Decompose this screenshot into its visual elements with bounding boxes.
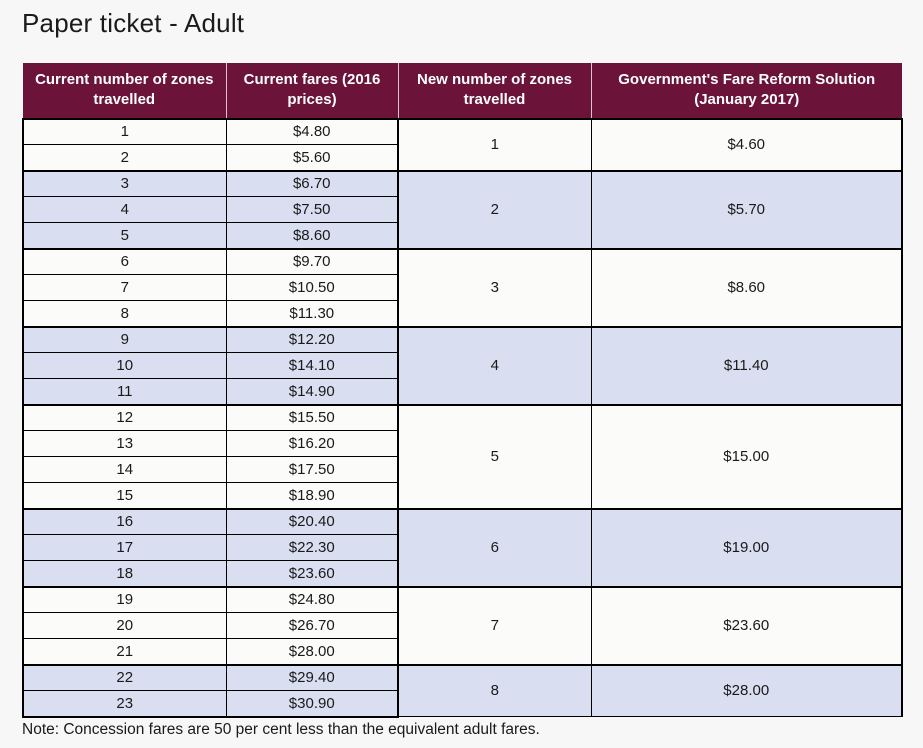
current-fare-cell: $10.50: [225, 274, 399, 301]
current-zone-cell: 13: [22, 430, 227, 457]
current-zone-cell: 20: [22, 612, 227, 639]
current-zone-cell: 1: [22, 117, 227, 145]
column-header-current-fares: Current fares (2016 prices): [225, 63, 398, 119]
current-fare-cell: $15.50: [225, 403, 399, 431]
table-row: 11 $14.90: [22, 378, 902, 405]
table-row: 1 $4.80 1 $4.60: [22, 117, 903, 171]
current-fare-cell: $22.30: [225, 534, 399, 561]
current-fare-cell: $18.90: [225, 482, 399, 509]
current-fare-cell: $9.70: [225, 247, 399, 275]
current-fare-cell: $23.60: [225, 560, 399, 587]
table-row: 3 $6.70 2 $5.70: [22, 169, 903, 249]
table-row: 10 $14.10: [22, 352, 902, 379]
new-fare-cell: $23.60: [590, 585, 903, 665]
current-fare-cell: $8.60: [225, 222, 399, 249]
table-row: 12 $15.50 5 $15.00: [22, 403, 903, 509]
current-fare-cell: $29.40: [225, 663, 399, 691]
current-zone-cell: 3: [22, 169, 227, 197]
new-zone-cell: 2: [397, 169, 592, 249]
current-fare-cell: $16.20: [225, 430, 399, 457]
current-fare-cell: $30.90: [225, 690, 399, 718]
current-zone-cell: 19: [22, 585, 227, 613]
current-zone-cell: 5: [22, 222, 227, 249]
table-row: 17 $22.30: [22, 534, 902, 561]
current-zone-cell: 6: [22, 247, 227, 275]
new-zone-cell: 1: [397, 117, 592, 171]
current-fare-cell: $7.50: [225, 196, 399, 223]
current-fare-cell: $17.50: [225, 456, 399, 483]
current-zone-cell: 15: [22, 482, 227, 509]
current-zone-cell: 21: [22, 638, 227, 665]
current-fare-cell: $12.20: [225, 325, 399, 353]
table-row: 23 $30.90: [22, 690, 902, 718]
new-zone-cell: 3: [397, 247, 592, 327]
note-text: Note: Concession fares are 50 per cent l…: [22, 720, 540, 738]
fare-table-body: 1 $4.80 1 $4.60 2 $5.60 3 $6.70 2 $5.70 4 $7.50 5 $8.…: [22, 117, 903, 718]
current-zone-cell: 22: [22, 663, 227, 691]
current-zone-cell: 12: [22, 403, 227, 431]
current-zone-cell: 11: [22, 378, 227, 405]
new-fare-cell: $5.70: [590, 169, 903, 249]
table-row: 14 $17.50: [22, 456, 902, 483]
table-row: 18 $23.60: [22, 560, 902, 587]
current-zone-cell: 18: [22, 560, 227, 587]
current-fare-cell: $20.40: [225, 507, 399, 535]
current-zone-cell: 14: [22, 456, 227, 483]
new-fare-cell: $8.60: [590, 247, 903, 327]
table-row: 9 $12.20 4 $11.40: [22, 325, 903, 405]
table-row: 7 $10.50: [22, 274, 902, 301]
current-fare-cell: $14.90: [225, 378, 399, 405]
column-header-new-zones: New number of zones travelled: [397, 63, 591, 119]
new-zone-cell: 8: [397, 663, 592, 717]
column-header-current-zones: Current number of zones travelled: [23, 63, 226, 119]
current-zone-cell: 23: [22, 690, 227, 718]
current-fare-cell: $6.70: [225, 169, 399, 197]
table-row: 6 $9.70 3 $8.60: [22, 247, 903, 327]
current-zone-cell: 16: [22, 507, 227, 535]
current-zone-cell: 10: [22, 352, 227, 379]
table-row: 21 $28.00: [22, 638, 902, 665]
current-zone-cell: 7: [22, 274, 227, 301]
table-row: 16 $20.40 6 $19.00: [22, 507, 903, 587]
current-fare-cell: $28.00: [225, 638, 399, 665]
new-zone-cell: 5: [397, 403, 592, 509]
fare-table: Current number of zones travelled Curren…: [22, 63, 903, 718]
column-header-reform-solution: Government's Fare Reform Solution (Janua…: [590, 63, 902, 119]
table-row: 19 $24.80 7 $23.60: [22, 585, 903, 665]
new-fare-cell: $19.00: [590, 507, 903, 587]
table-row: 2 $5.60: [22, 144, 902, 171]
current-fare-cell: $11.30: [225, 300, 399, 327]
new-fare-cell: $4.60: [590, 117, 903, 171]
new-fare-cell: $15.00: [590, 403, 903, 509]
fare-table-header: Current number of zones travelled Curren…: [23, 63, 902, 119]
table-row: 8 $11.30: [22, 300, 902, 327]
current-zone-cell: 17: [22, 534, 227, 561]
current-fare-cell: $14.10: [225, 352, 399, 379]
new-zone-cell: 6: [397, 507, 592, 587]
current-fare-cell: $24.80: [225, 585, 399, 613]
new-fare-cell: $11.40: [590, 325, 903, 405]
table-row: 22 $29.40 8 $28.00: [22, 663, 903, 717]
new-fare-cell: $28.00: [590, 663, 903, 717]
current-fare-cell: $26.70: [225, 612, 399, 639]
header-row: Current number of zones travelled Curren…: [23, 63, 902, 119]
current-zone-cell: 8: [22, 300, 227, 327]
current-fare-cell: $5.60: [225, 144, 399, 171]
current-fare-cell: $4.80: [225, 117, 399, 145]
new-zone-cell: 7: [397, 585, 592, 665]
page-title: Paper ticket - Adult: [22, 8, 245, 38]
table-row: 4 $7.50: [22, 196, 902, 223]
current-zone-cell: 2: [22, 144, 227, 171]
table-row: 15 $18.90: [22, 482, 902, 509]
current-zone-cell: 4: [22, 196, 227, 223]
current-zone-cell: 9: [22, 325, 227, 353]
new-zone-cell: 4: [397, 325, 592, 405]
